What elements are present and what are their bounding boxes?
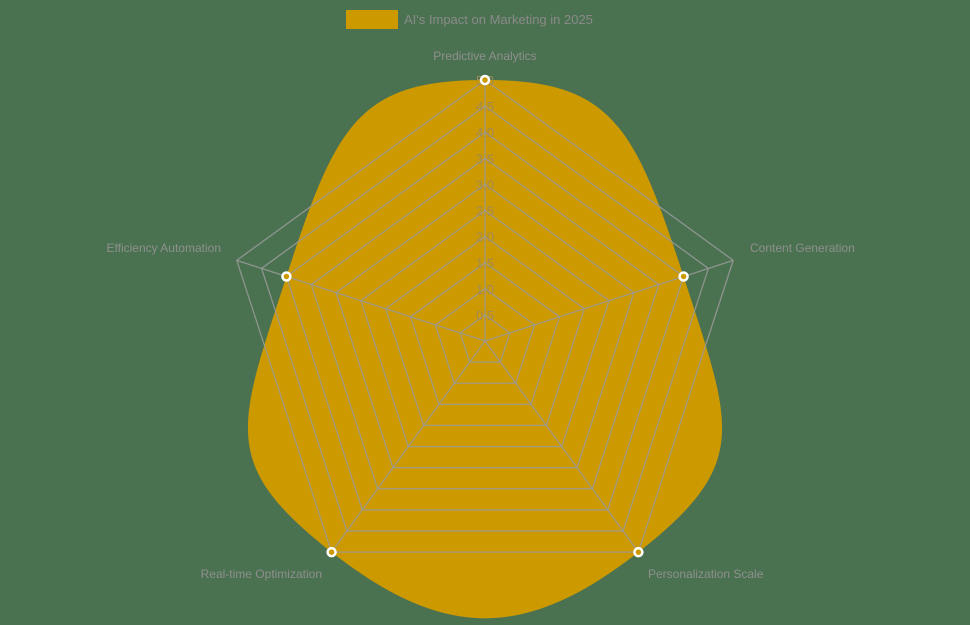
tick-label: 1.5 xyxy=(476,256,494,271)
grid-ring xyxy=(260,105,710,532)
axis-label: Predictive Analytics xyxy=(433,49,536,63)
series-area xyxy=(247,80,723,619)
data-point[interactable] xyxy=(633,546,644,558)
axis-spoke xyxy=(484,340,639,553)
axis-label: Content Generation xyxy=(750,241,855,255)
axis-label: Personalization Scale xyxy=(648,567,764,581)
axis-spoke xyxy=(331,340,486,553)
tick-label: 4.5 xyxy=(476,99,494,114)
legend-item[interactable]: AI's Impact on Marketing in 2025 xyxy=(346,10,593,29)
tick-label: 3.0 xyxy=(476,177,494,192)
tick-label: 1.0 xyxy=(476,282,494,297)
data-point[interactable] xyxy=(678,271,689,282)
grid-ring xyxy=(285,131,685,511)
grid-ring xyxy=(310,157,660,490)
data-point[interactable] xyxy=(281,271,292,282)
axis-spoke xyxy=(484,259,734,342)
legend-swatch xyxy=(346,10,398,29)
grid-ring xyxy=(335,183,635,469)
tick-label: 4.0 xyxy=(476,125,494,140)
tick-label: 2.0 xyxy=(476,230,494,245)
tick-label: 3.5 xyxy=(476,151,494,166)
grid-ring xyxy=(459,314,511,363)
grid-ring xyxy=(434,287,536,384)
grid-ring xyxy=(409,261,561,405)
grid-ring xyxy=(236,79,734,553)
tick-label: 2.5 xyxy=(476,204,494,219)
axis-label: Real-time Optimization xyxy=(201,567,322,581)
legend-label: AI's Impact on Marketing in 2025 xyxy=(404,12,593,27)
grid-ring xyxy=(360,209,610,448)
axis-spoke xyxy=(236,259,486,342)
data-point[interactable] xyxy=(479,74,491,86)
grid-ring xyxy=(384,235,586,427)
tick-label: 0.5 xyxy=(476,308,494,323)
axis-label: Efficiency Automation xyxy=(106,241,221,255)
data-point[interactable] xyxy=(326,546,337,558)
